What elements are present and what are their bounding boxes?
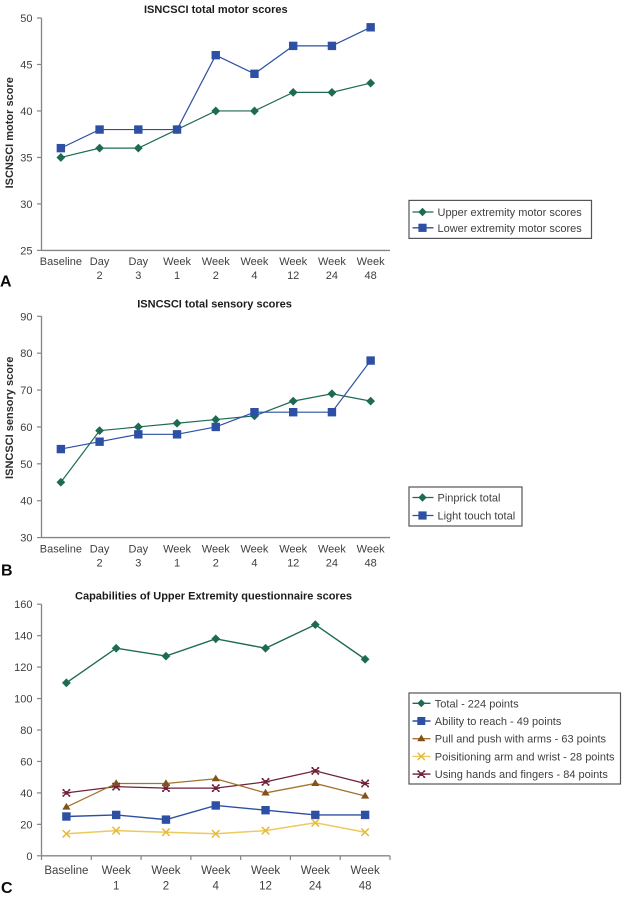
svg-text:30: 30 <box>20 199 32 211</box>
svg-text:48: 48 <box>359 881 372 893</box>
svg-text:Capabilities of Upper Extremit: Capabilities of Upper Extremity question… <box>75 590 352 602</box>
svg-text:Week: Week <box>351 865 380 877</box>
svg-text:Week: Week <box>151 865 180 877</box>
svg-text:Lower extremity motor scores: Lower extremity motor scores <box>438 223 583 235</box>
svg-text:2: 2 <box>213 558 219 570</box>
svg-text:Week: Week <box>318 543 346 555</box>
svg-text:24: 24 <box>326 558 338 570</box>
svg-text:C: C <box>1 880 13 897</box>
svg-text:4: 4 <box>251 270 257 282</box>
svg-text:12: 12 <box>287 558 299 570</box>
svg-text:30: 30 <box>20 533 32 545</box>
svg-text:70: 70 <box>20 385 32 397</box>
svg-text:2: 2 <box>97 270 103 282</box>
svg-text:50: 50 <box>20 459 32 471</box>
svg-text:ISNCSCI total sensory scores: ISNCSCI total sensory scores <box>137 299 292 311</box>
svg-text:Week: Week <box>279 256 307 268</box>
svg-text:Pull and push with arms - 63 p: Pull and push with arms - 63 points <box>435 734 607 746</box>
svg-text:Week: Week <box>163 256 191 268</box>
svg-text:Ability to reach - 49 points: Ability to reach - 49 points <box>435 716 562 728</box>
svg-text:Week: Week <box>357 256 385 268</box>
svg-text:Upper extremity motor scores: Upper extremity motor scores <box>438 207 583 219</box>
svg-text:48: 48 <box>365 270 377 282</box>
svg-text:160: 160 <box>14 599 32 611</box>
svg-text:1: 1 <box>174 270 180 282</box>
svg-text:ISNCSCI sensory score: ISNCSCI sensory score <box>4 357 16 479</box>
svg-text:Day: Day <box>90 256 110 268</box>
svg-text:Light touch total: Light touch total <box>438 511 516 523</box>
svg-text:Using hands and fingers - 84 p: Using hands and fingers - 84 points <box>435 769 609 781</box>
svg-text:Baseline: Baseline <box>40 543 82 555</box>
svg-text:Week: Week <box>241 256 269 268</box>
svg-text:Baseline: Baseline <box>44 865 88 877</box>
svg-text:Poisitioning arm and wrist - 2: Poisitioning arm and wrist - 28 points <box>435 751 615 763</box>
svg-text:48: 48 <box>365 558 377 570</box>
svg-text:B: B <box>1 563 13 580</box>
svg-text:ISNCSCI total motor scores: ISNCSCI total motor scores <box>144 4 288 16</box>
svg-text:4: 4 <box>213 881 220 893</box>
svg-text:2: 2 <box>97 558 103 570</box>
svg-text:Week: Week <box>102 865 131 877</box>
svg-text:40: 40 <box>20 788 32 800</box>
svg-text:Baseline: Baseline <box>40 256 82 268</box>
svg-text:1: 1 <box>174 558 180 570</box>
svg-text:12: 12 <box>259 881 272 893</box>
svg-text:Day: Day <box>129 543 149 555</box>
svg-text:Week: Week <box>201 865 230 877</box>
svg-text:Week: Week <box>202 543 230 555</box>
svg-text:2: 2 <box>163 881 169 893</box>
svg-text:45: 45 <box>20 59 32 71</box>
svg-text:60: 60 <box>20 756 32 768</box>
svg-text:2: 2 <box>213 270 219 282</box>
svg-text:12: 12 <box>287 270 299 282</box>
svg-text:3: 3 <box>135 270 141 282</box>
svg-text:Pinprick total: Pinprick total <box>438 493 501 505</box>
svg-text:Week: Week <box>202 256 230 268</box>
svg-text:Week: Week <box>163 543 191 555</box>
svg-text:4: 4 <box>251 558 257 570</box>
svg-text:20: 20 <box>20 819 32 831</box>
svg-text:Week: Week <box>279 543 307 555</box>
svg-text:3: 3 <box>135 558 141 570</box>
svg-text:Week: Week <box>318 256 346 268</box>
svg-text:100: 100 <box>14 694 32 706</box>
svg-text:24: 24 <box>326 270 338 282</box>
svg-text:ISCNSCI motor score: ISCNSCI motor score <box>4 77 16 188</box>
svg-text:Week: Week <box>241 543 269 555</box>
svg-text:120: 120 <box>14 662 32 674</box>
svg-text:24: 24 <box>309 881 322 893</box>
svg-text:Week: Week <box>301 865 330 877</box>
svg-text:0: 0 <box>26 851 32 863</box>
svg-text:80: 80 <box>20 348 32 360</box>
svg-text:90: 90 <box>20 311 32 323</box>
svg-text:50: 50 <box>20 13 32 25</box>
svg-text:Day: Day <box>90 543 110 555</box>
svg-text:80: 80 <box>20 725 32 737</box>
svg-text:60: 60 <box>20 422 32 434</box>
svg-text:40: 40 <box>20 106 32 118</box>
svg-text:Day: Day <box>129 256 149 268</box>
svg-text:40: 40 <box>20 496 32 508</box>
svg-text:Total - 224 points: Total - 224 points <box>435 698 519 710</box>
svg-text:A: A <box>0 274 12 291</box>
svg-text:Week: Week <box>251 865 280 877</box>
svg-text:1: 1 <box>113 881 119 893</box>
svg-text:Week: Week <box>357 543 385 555</box>
svg-text:35: 35 <box>20 152 32 164</box>
svg-text:25: 25 <box>20 245 32 257</box>
svg-text:140: 140 <box>14 631 32 643</box>
